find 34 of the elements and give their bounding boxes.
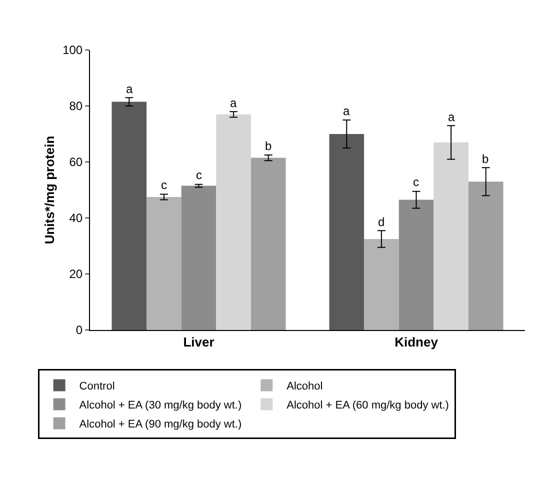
- data-label: c: [196, 168, 202, 182]
- x-tick-label: Kidney: [394, 334, 439, 350]
- x-tick-label: Liver: [183, 334, 214, 350]
- legend-label: Alcohol + EA (60 mg/kg body wt.): [286, 399, 449, 412]
- bar: [146, 197, 182, 330]
- bar: [181, 186, 216, 330]
- bar: [364, 239, 399, 330]
- data-label: a: [448, 110, 455, 124]
- legend-label: Alcohol: [286, 380, 323, 392]
- bar: [468, 182, 504, 330]
- bar: [112, 102, 147, 330]
- legend-label: Control: [79, 380, 115, 392]
- y-tick-label: 20: [69, 267, 83, 282]
- data-label: d: [378, 215, 385, 229]
- data-label: a: [126, 82, 133, 96]
- legend-label: Alcohol + EA (30 mg/kg body wt.): [79, 399, 242, 412]
- legend-label: Alcohol + EA (90 mg/kg body wt.): [79, 418, 242, 430]
- data-label: b: [482, 152, 489, 166]
- y-tick-label: 100: [62, 43, 83, 58]
- bar: [250, 158, 286, 330]
- data-label: c: [413, 175, 419, 189]
- data-label: c: [161, 178, 167, 192]
- data-label: b: [265, 139, 272, 153]
- y-tick-label: 40: [69, 211, 83, 226]
- bar: [398, 200, 434, 330]
- bar: [216, 114, 251, 330]
- y-tick-label: 60: [69, 155, 83, 170]
- bar: [434, 142, 468, 330]
- y-tick-label: 80: [69, 99, 83, 114]
- data-label: a: [343, 104, 350, 118]
- data-label: a: [230, 96, 237, 110]
- bar: [329, 134, 364, 330]
- y-tick-label: 0: [76, 323, 83, 338]
- y-axis-title: Units*/mg protein: [42, 136, 57, 244]
